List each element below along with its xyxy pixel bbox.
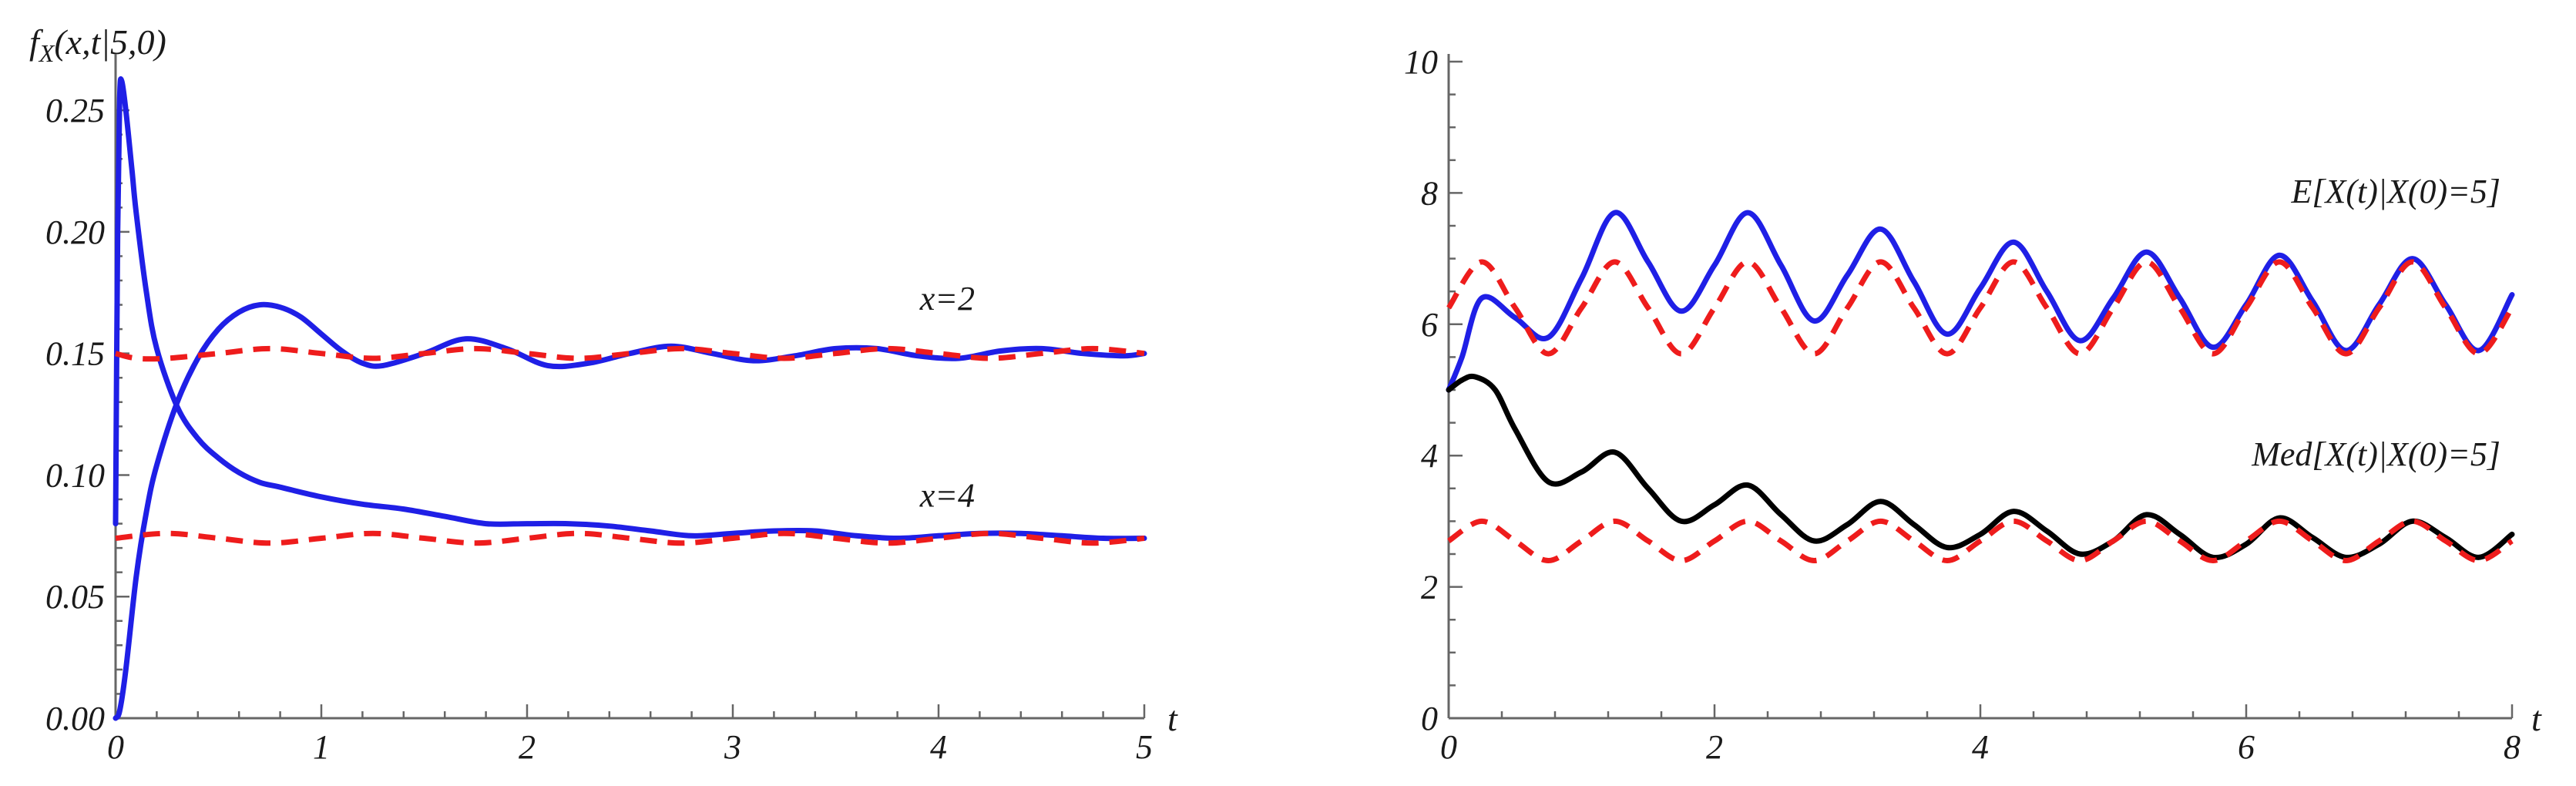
right-x-axis-title: t bbox=[2531, 699, 2542, 738]
left-series-x-2-exact bbox=[113, 301, 1147, 721]
right-x-tick-label: 2 bbox=[1706, 728, 1723, 766]
right-series-median-asymptotic bbox=[1447, 518, 2514, 563]
left-series-x-4-asymptotic bbox=[115, 530, 1145, 546]
left-x-tick-label: 2 bbox=[519, 728, 536, 766]
right-y-tick-label: 6 bbox=[1421, 306, 1438, 344]
right-x-tick-label: 0 bbox=[1440, 728, 1457, 766]
left-series-x-4-exact bbox=[113, 76, 1147, 542]
right-series-mean-exact bbox=[1446, 210, 2515, 393]
right-y-tick-label: 10 bbox=[1404, 43, 1438, 81]
left-chart: fX(x,t|5,0) t 0 1 2 3 4 5 0.00 0.05 0.10 0.15 0.20… bbox=[29, 22, 1178, 766]
left-y-tick-label: 0.25 bbox=[45, 92, 105, 129]
left-y-tick-label: 0.05 bbox=[45, 578, 105, 616]
left-annotation: x=4 bbox=[919, 476, 975, 514]
left-x-tick-label: 0 bbox=[107, 728, 124, 766]
left-x-tick-label: 5 bbox=[1136, 728, 1153, 766]
left-y-tick-label: 0.15 bbox=[45, 335, 105, 373]
left-x-tick-label: 4 bbox=[930, 728, 947, 766]
left-y-tick-label: 0.20 bbox=[45, 213, 105, 251]
right-y-tick-label: 4 bbox=[1421, 437, 1438, 475]
right-y-tick-label: 0 bbox=[1421, 700, 1438, 737]
left-annotation: x=2 bbox=[919, 280, 975, 317]
right-chart: t 0 2 4 6 8 0 2 4 6 8 10 E[X(t)|X(0)=5] Med[X(t)|X(… bbox=[1404, 43, 2542, 766]
right-x-tick-label: 4 bbox=[1972, 728, 1989, 766]
left-x-tick-label: 1 bbox=[313, 728, 330, 766]
left-x-tick-label: 3 bbox=[724, 728, 741, 766]
right-series-mean-asymptotic bbox=[1446, 259, 2514, 357]
right-y-tick-label: 2 bbox=[1421, 569, 1438, 606]
left-y-tick-label: 0.10 bbox=[45, 456, 105, 494]
right-y-tick-label: 8 bbox=[1421, 174, 1438, 212]
left-y-axis-title-sub: X bbox=[38, 39, 55, 67]
left-series-x-2-asymptotic bbox=[115, 345, 1145, 362]
left-y-axis-title-args: (x,t|5,0) bbox=[54, 22, 166, 62]
right-x-tick-label: 8 bbox=[2504, 728, 2521, 766]
right-annotation: E[X(t)|X(0)=5] bbox=[2291, 173, 2501, 210]
right-x-tick-label: 6 bbox=[2238, 728, 2255, 766]
right-annotation: Med[X(t)|X(0)=5] bbox=[2251, 435, 2500, 473]
right-series-median-exact bbox=[1446, 373, 2515, 561]
left-x-axis-title: t bbox=[1167, 699, 1178, 738]
left-y-axis-title: fX(x,t|5,0) bbox=[29, 22, 166, 67]
left-y-tick-label: 0.00 bbox=[45, 700, 105, 737]
